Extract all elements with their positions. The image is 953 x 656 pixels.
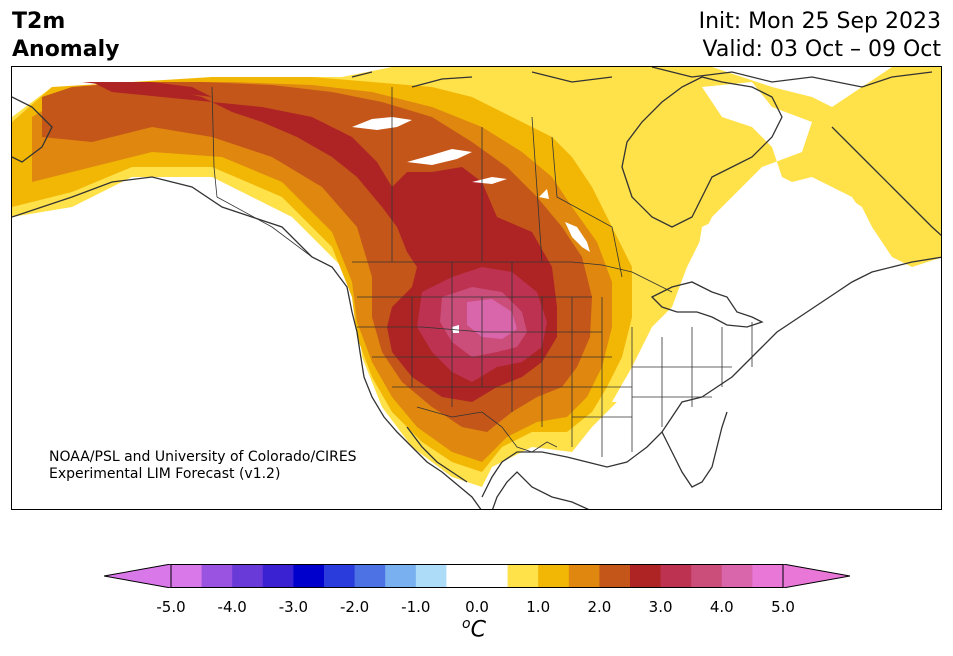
us-canada-border	[352, 261, 673, 293]
labrador	[831, 126, 941, 237]
title-quantity: Anomaly	[12, 37, 120, 62]
baja	[406, 426, 468, 483]
arctic-islands	[351, 67, 933, 88]
colorbar-tick-label: -4.0	[217, 598, 247, 616]
map-svg	[12, 67, 941, 509]
colorbar	[104, 564, 850, 588]
lakes	[352, 117, 590, 333]
hudson-bay	[621, 76, 783, 228]
colorbar-segment	[538, 564, 570, 588]
lake-athabasca	[472, 177, 507, 184]
anomaly-map	[11, 66, 942, 510]
colorbar-segment	[660, 564, 692, 588]
colorbar-tick-label: -5.0	[156, 598, 186, 616]
data-credit: NOAA/PSL and University of Colorado/CIRE…	[49, 449, 357, 483]
contour-3-0-alaska	[82, 82, 212, 97]
colorbar-tick-label: 0.0	[465, 598, 489, 616]
colorbar-tick-label: 4.0	[709, 598, 734, 616]
colorbar-segment	[201, 564, 233, 588]
colorbar-segment	[293, 564, 325, 588]
gulf-coast	[481, 396, 703, 498]
colorbar-segment	[324, 564, 356, 588]
us-mexico-border	[416, 406, 558, 453]
lake-winnipeg	[565, 222, 590, 252]
great-slave-lake	[407, 149, 472, 165]
east-coast	[701, 256, 941, 398]
great-salt-lake	[452, 325, 459, 333]
mexico-east	[492, 471, 590, 509]
title-variable: T2m	[12, 9, 66, 34]
canada-provinces	[391, 87, 623, 278]
colorbar-tick-label: -2.0	[339, 598, 370, 616]
colorbar-frame	[170, 564, 784, 588]
florida	[661, 411, 728, 488]
colorbar-segment	[599, 564, 631, 588]
map-title: T2m Anomaly	[12, 8, 119, 64]
colorbar-segment	[630, 564, 662, 588]
colorbar-under-triangle	[104, 564, 172, 588]
colorbar-segment	[354, 564, 386, 588]
colorbar-over-triangle	[782, 564, 850, 588]
colorbar-segment	[232, 564, 264, 588]
credit-line-2: Experimental LIM Forecast (v1.2)	[49, 466, 281, 482]
colorbar-segment	[507, 564, 539, 588]
valid-period: Valid: 03 Oct – 09 Oct	[702, 37, 941, 62]
political-borders	[211, 86, 753, 457]
west-coast	[351, 311, 482, 509]
contour-4-5	[467, 299, 517, 339]
colorbar-segment	[171, 564, 203, 588]
colorbar-tick-label: 2.0	[587, 598, 612, 616]
colorbar-segment	[752, 564, 784, 588]
no-anomaly-east	[612, 82, 941, 402]
colorbar-segment	[415, 564, 447, 588]
colorbar-segment	[385, 564, 417, 588]
colorbar-tick-label: 1.0	[526, 598, 551, 616]
credit-line-1: NOAA/PSL and University of Colorado/CIRE…	[49, 449, 357, 465]
colorbar-tick-label: -1.0	[401, 598, 431, 616]
anomaly-contours	[12, 67, 941, 487]
colorbar-segment	[446, 564, 478, 588]
colorbar-segment	[262, 564, 294, 588]
us-states	[357, 262, 753, 457]
forecast-dates: Init: Mon 25 Sep 2023 Valid: 03 Oct – 09…	[699, 8, 941, 64]
unit-superscript: o	[462, 616, 471, 632]
colorbar-unit: oC	[462, 616, 486, 642]
coastlines	[12, 67, 941, 509]
great-lakes	[650, 281, 764, 328]
great-bear-lake	[352, 117, 412, 130]
colorbar-segment	[568, 564, 600, 588]
colorbar-tick-label: 5.0	[771, 598, 795, 616]
alaska-border	[211, 86, 313, 258]
colorbar-tick-label: 3.0	[648, 598, 673, 616]
colorbar-segment	[477, 564, 509, 588]
reindeer-lake	[539, 189, 549, 199]
colorbar-segment	[691, 564, 723, 588]
init-date: Init: Mon 25 Sep 2023	[698, 9, 941, 34]
unit-label: C	[470, 617, 486, 643]
alaska-coast	[12, 96, 353, 313]
colorbar-segment	[721, 564, 753, 588]
colorbar-tick-label: -3.0	[278, 598, 309, 616]
